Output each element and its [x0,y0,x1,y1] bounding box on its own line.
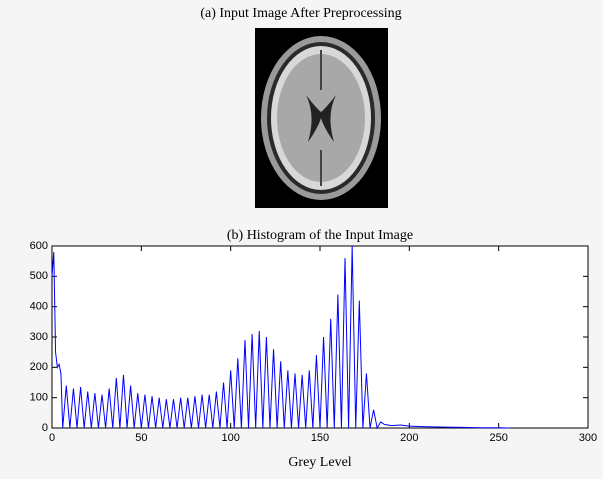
brain-image [255,28,388,208]
chart-title: (b) Histogram of the Input Image [227,228,413,243]
y-tick-label: 300 [30,331,48,343]
x-tick-label: 300 [579,432,597,444]
y-tick-label: 500 [30,270,48,282]
x-tick-label: 0 [49,432,55,444]
x-axis-label: Grey Level [288,455,351,470]
x-tick-label: 150 [311,432,329,444]
image-title: (a) Input Image After Preprocessing [200,6,401,21]
plot-area [51,245,589,429]
y-tick-label: 100 [30,392,48,404]
y-tick-label: 600 [30,240,48,252]
y-tick-label: 200 [30,361,48,373]
x-tick-label: 250 [489,432,507,444]
x-tick-label: 100 [221,432,239,444]
y-tick-label: 0 [42,422,48,434]
x-tick-label: 50 [135,432,147,444]
histogram-line [51,245,510,430]
x-tick-label: 200 [400,432,418,444]
y-tick-label: 400 [30,301,48,313]
